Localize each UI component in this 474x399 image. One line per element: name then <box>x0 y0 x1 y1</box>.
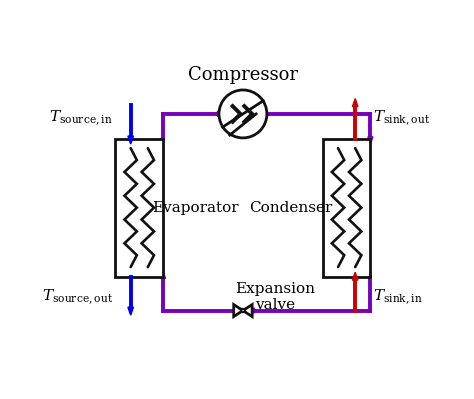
Polygon shape <box>243 304 252 316</box>
Circle shape <box>219 90 267 138</box>
Text: $T_{\mathrm{sink,out}}$: $T_{\mathrm{sink,out}}$ <box>373 109 430 128</box>
Text: Expansion
valve: Expansion valve <box>235 282 315 312</box>
Text: $T_{\mathrm{sink,in}}$: $T_{\mathrm{sink,in}}$ <box>373 287 423 306</box>
Text: $T_{\mathrm{source,in}}$: $T_{\mathrm{source,in}}$ <box>49 109 113 128</box>
Polygon shape <box>234 304 243 316</box>
Polygon shape <box>161 271 165 279</box>
Polygon shape <box>217 111 225 117</box>
Text: Condenser: Condenser <box>249 201 332 215</box>
Polygon shape <box>128 136 133 144</box>
Polygon shape <box>128 307 133 315</box>
Polygon shape <box>247 308 255 313</box>
Text: $T_{\mathrm{source,out}}$: $T_{\mathrm{source,out}}$ <box>42 287 113 306</box>
Text: Compressor: Compressor <box>188 67 298 85</box>
Bar <box>323 138 370 277</box>
Bar <box>116 138 163 277</box>
Polygon shape <box>368 137 373 144</box>
Polygon shape <box>353 272 358 280</box>
Bar <box>241 309 245 312</box>
Polygon shape <box>353 99 358 107</box>
Text: Evaporator: Evaporator <box>152 201 238 215</box>
